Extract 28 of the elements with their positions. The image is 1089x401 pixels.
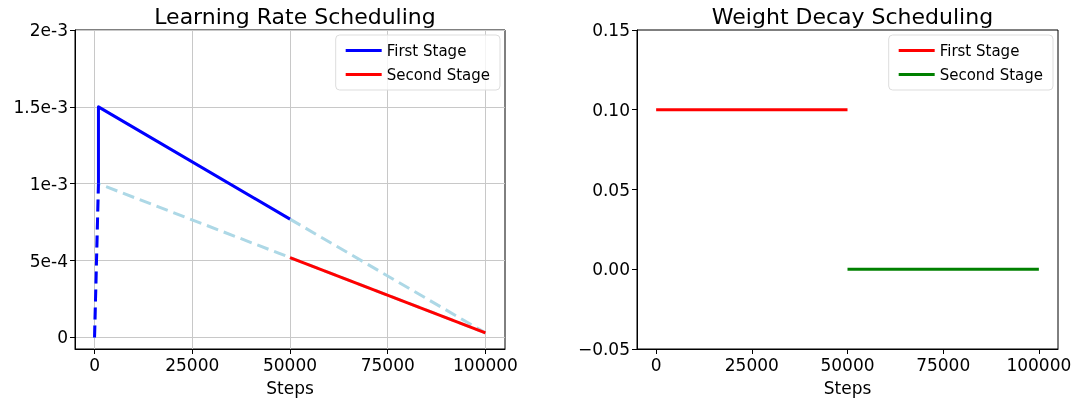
y-tick-label: −0.05 [577,339,630,359]
chart-title: Weight Decay Scheduling [711,3,994,29]
x-tick-label: 75000 [360,354,415,375]
x-tick-label: 75000 [916,354,971,375]
y-tick-label: 5e-4 [29,250,68,271]
y-tick-label: 1.5e-3 [13,96,68,117]
y-tick-label: 0.15 [592,20,630,40]
legend-label: Second Stage [386,65,491,84]
x-tick-label: 50000 [820,354,875,375]
x-tick-label: 25000 [724,354,779,375]
legend-label: Second Stage [939,65,1044,84]
legend-label: First Stage [386,41,467,60]
y-tick-label: 0.10 [592,99,630,120]
x-tick-label: 100000 [453,354,518,375]
chart-title: Learning Rate Scheduling [154,3,436,29]
x-axis-title: Steps [266,377,314,398]
x-tick-label: 50000 [262,354,318,375]
x-tick-label: 100000 [1006,354,1072,375]
y-tick-label: 2e-3 [29,20,68,40]
x-axis-title: Steps [823,377,872,398]
x-tick-label: 0 [89,354,100,375]
y-tick-label: 0.00 [592,259,630,280]
y-tick-label: 1e-3 [29,173,68,194]
x-tick-label: 0 [650,354,662,375]
legend-label: First Stage [939,41,1020,60]
y-tick-label: 0.05 [592,179,630,200]
x-tick-label: 25000 [165,354,220,375]
y-tick-label: 0 [57,327,68,348]
